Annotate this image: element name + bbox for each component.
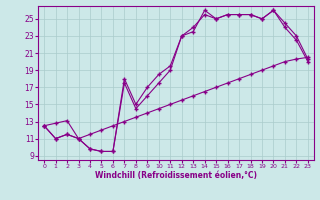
X-axis label: Windchill (Refroidissement éolien,°C): Windchill (Refroidissement éolien,°C): [95, 171, 257, 180]
